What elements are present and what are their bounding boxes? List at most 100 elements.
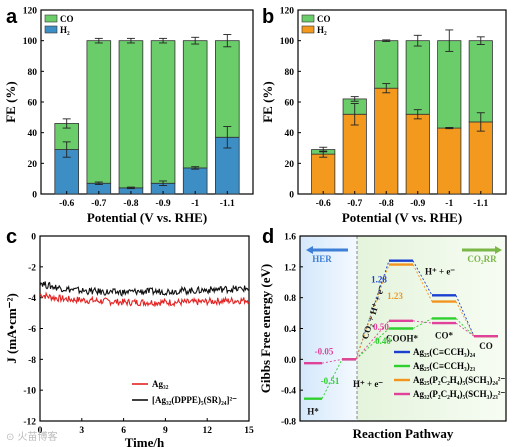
y-tick-label: 80 <box>285 68 295 78</box>
x-axis-title: Reaction Pathway <box>353 426 454 441</box>
state-label: CO* <box>435 330 454 340</box>
value-annotation: -0.05 <box>315 347 334 357</box>
legend-label-co: CO <box>60 14 74 24</box>
x-tick-label: 0 <box>38 426 43 436</box>
y-axis-title: FE (%) <box>3 81 18 123</box>
y-tick-label: 120 <box>280 7 295 17</box>
y-tick-label: 1.6 <box>284 233 296 243</box>
state-label: CO <box>479 341 493 351</box>
x-tick-label: -0.6 <box>316 199 331 209</box>
y-axis-title: FE (%) <box>260 81 275 123</box>
watermark: ⊙ 火苗博客 <box>6 430 58 443</box>
x-tick-label: -1 <box>191 199 199 209</box>
chart-a: 0 20 40 60 80 100 120 -0.6 -0.7 -0.8 -0.9 -1 -1.1 Pot… <box>3 7 254 225</box>
co-star-connector <box>412 260 433 296</box>
bar-co <box>150 40 176 184</box>
x-tick-label: -0.8 <box>379 199 394 209</box>
x-tick-label: -0.8 <box>123 199 138 209</box>
x-tick-label: 6 <box>121 426 126 436</box>
x-axis-title: Potential (V vs. RHE) <box>342 210 462 225</box>
legend-label-h2: H₂ <box>60 25 70 35</box>
y-tick-label: 0 <box>31 233 36 243</box>
bar-co <box>405 40 430 115</box>
bar-co <box>468 40 493 123</box>
y-tick-label: -2 <box>28 263 36 273</box>
y-tick-label: 0 <box>32 191 37 201</box>
bar-h2 <box>374 87 399 195</box>
legend-swatch-h2 <box>301 25 315 34</box>
her-region <box>300 236 357 421</box>
co-star-connector <box>412 264 433 302</box>
her-connector <box>321 359 343 399</box>
co-connector <box>455 318 475 337</box>
y-tick-label: -8 <box>28 356 36 366</box>
y-tick-label: 0.4 <box>284 325 296 335</box>
x-axis-title: Potential (V vs. RHE) <box>87 210 207 225</box>
y-tick-label: -10 <box>23 387 36 397</box>
y-tick-label: -0.4 <box>281 387 296 397</box>
x-tick-label: -1.1 <box>473 199 488 209</box>
legend-label-0: Ag₂₅(C≡CCH₃)₂₄ <box>413 347 475 357</box>
y-tick-label: 40 <box>285 129 295 139</box>
legend-label-3: Ag₃₂(P₂C₂H₄)₅(SCH₃)₂₃²⁻ <box>413 389 505 399</box>
her-arrow-head <box>306 246 313 254</box>
x-tick-label: -0.6 <box>59 199 74 209</box>
bar-co <box>437 40 462 129</box>
x-tick-label: 12 <box>202 426 212 436</box>
co-connector <box>455 301 475 337</box>
value-annotation: 0.50 <box>373 322 389 332</box>
y-axis-title: Gibbs Free energy (eV) <box>258 264 273 393</box>
bar-co <box>118 40 144 189</box>
y-tick-label: 120 <box>23 7 38 17</box>
y-tick-label: 0.8 <box>284 294 296 304</box>
value-annotation: 1.23 <box>387 291 403 301</box>
bar-h2 <box>405 113 430 195</box>
y-tick-label: -12 <box>23 418 36 428</box>
legend-label-h2: H₂ <box>317 25 327 35</box>
panel-label-c: c <box>6 226 17 248</box>
legend-label-ag32: Ag₃₂ <box>152 379 169 389</box>
bar-co <box>182 40 208 169</box>
x-tick-label: -1.1 <box>220 199 235 209</box>
plot-frame <box>39 235 250 422</box>
x-tick-label: 3 <box>79 426 84 436</box>
state-label: H⁺ + e⁻ <box>425 267 455 277</box>
panel-label-b: b <box>262 6 274 28</box>
y-tick-label: 60 <box>28 99 38 109</box>
her-connector <box>321 358 343 364</box>
y-axis-title: J (mA•cm⁻²) <box>4 293 19 364</box>
state-label: H⁺ + e⁻ <box>353 379 383 389</box>
bar-h2 <box>437 127 462 195</box>
panel-label-d: d <box>262 226 274 248</box>
her-label: HER <box>312 254 332 264</box>
state-label: COOH* <box>386 334 419 344</box>
y-tick-label: 1.2 <box>284 263 296 273</box>
value-annotation: -0.51 <box>321 376 340 386</box>
chart-c: -12 -10 -8 -6 -4 -2 0 0 3 6 9 12 15 Time/h J (mA•cm⁻²)… <box>4 233 254 447</box>
x-axis-title: Time/h <box>125 435 165 447</box>
co2rr-label: CO₂RR <box>467 254 497 264</box>
y-tick-label: 40 <box>28 129 38 139</box>
cooh-connector <box>355 320 390 360</box>
legend-label-1: Ag₂₅(C≡CCH₃)₂₃ <box>413 361 475 371</box>
value-annotation: 1.28 <box>371 274 387 284</box>
co-connector <box>455 295 475 337</box>
bar-co <box>374 40 399 89</box>
co-star-connector <box>412 320 433 324</box>
co-star-connector <box>412 318 433 329</box>
bar-h2 <box>182 167 208 195</box>
y-tick-label: 80 <box>28 68 38 78</box>
cooh-connector <box>355 264 390 360</box>
series-line-0 <box>39 291 250 308</box>
x-tick-label: -0.7 <box>91 199 106 209</box>
cooh-connector <box>355 328 390 360</box>
legend-swatch-co <box>301 14 315 23</box>
y-tick-label: 100 <box>23 37 38 47</box>
legend-swatch-h2 <box>44 25 58 34</box>
bar-h2 <box>311 153 336 195</box>
bar-co <box>86 40 112 184</box>
bar-h2 <box>342 113 367 195</box>
chart-d: -0.8 -0.4 0.0 0.4 0.8 1.2 1.6 Reaction Pathway G… <box>258 233 507 441</box>
y-tick-label: 100 <box>280 37 295 47</box>
